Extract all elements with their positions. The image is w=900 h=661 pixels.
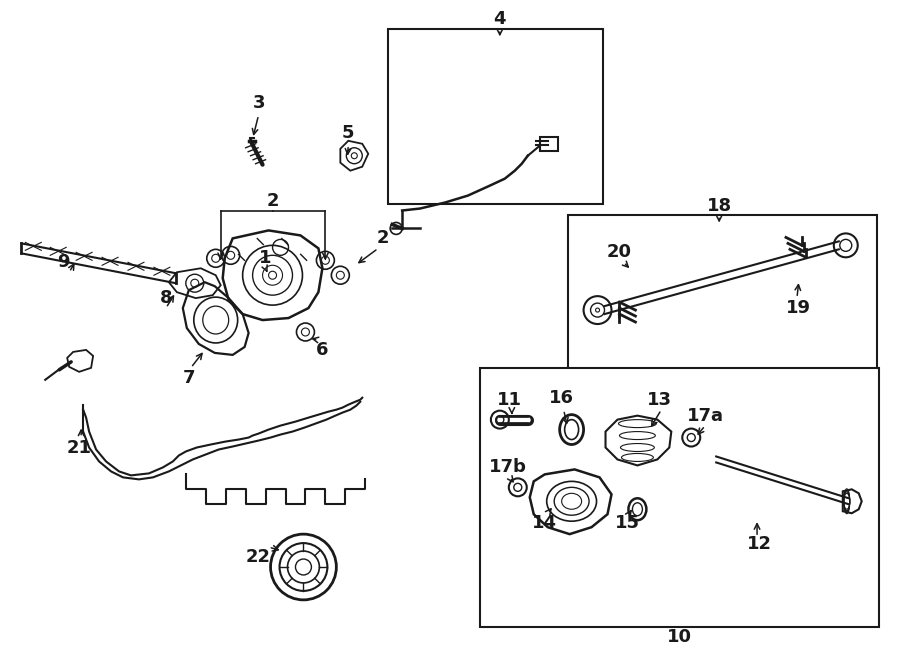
Text: 7: 7 <box>183 369 195 387</box>
Text: 11: 11 <box>498 391 522 408</box>
Text: 2: 2 <box>266 192 279 210</box>
Text: 14: 14 <box>532 514 557 532</box>
Text: 17a: 17a <box>687 407 724 424</box>
Text: 17b: 17b <box>489 459 526 477</box>
Text: 10: 10 <box>667 628 692 646</box>
Text: 19: 19 <box>787 299 812 317</box>
Bar <box>540 137 558 151</box>
Text: 12: 12 <box>746 535 771 553</box>
Bar <box>568 215 877 370</box>
Text: 13: 13 <box>647 391 672 408</box>
Bar <box>388 29 602 204</box>
Text: 3: 3 <box>252 94 265 112</box>
Text: 8: 8 <box>159 289 172 307</box>
Text: 6: 6 <box>316 341 328 359</box>
Text: 5: 5 <box>342 124 355 142</box>
Text: 9: 9 <box>57 253 69 271</box>
Text: 20: 20 <box>607 243 632 261</box>
Text: 22: 22 <box>246 548 271 566</box>
Text: 16: 16 <box>549 389 574 407</box>
Text: 15: 15 <box>615 514 640 532</box>
Text: 18: 18 <box>706 196 732 215</box>
Text: 2: 2 <box>377 229 390 247</box>
Text: 1: 1 <box>259 249 272 267</box>
Text: 21: 21 <box>67 438 92 457</box>
Text: 4: 4 <box>493 11 506 28</box>
Bar <box>480 368 878 627</box>
